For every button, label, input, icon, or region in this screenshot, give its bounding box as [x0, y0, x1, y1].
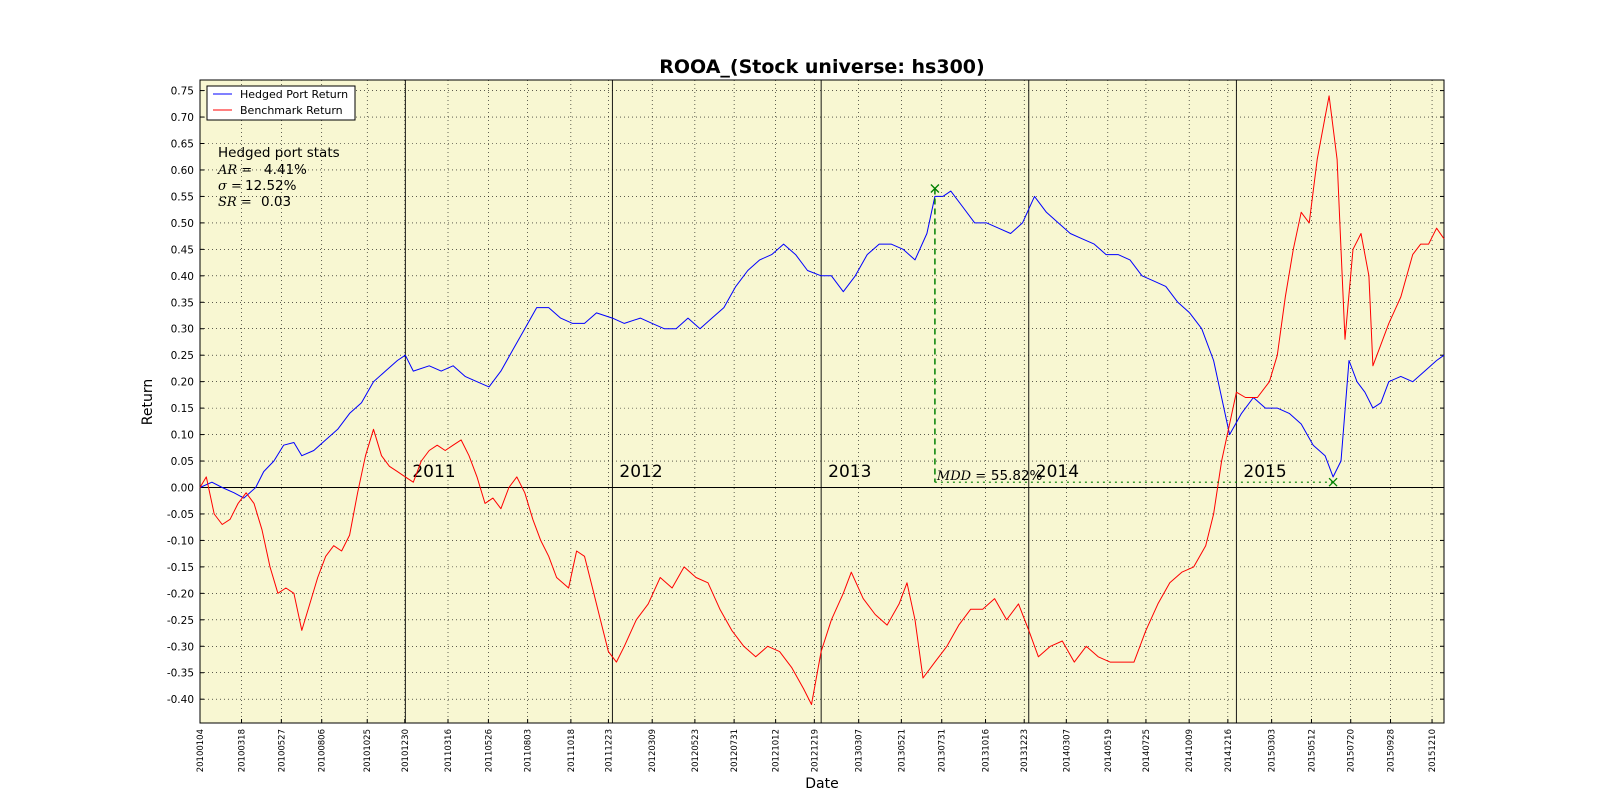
year-label: 2013 — [828, 462, 871, 482]
x-tick-label: 20110526 — [484, 729, 494, 772]
y-tick-label: 0.25 — [171, 350, 194, 362]
x-tick-label: 20101230 — [401, 729, 411, 772]
x-tick-label: 20100318 — [238, 729, 248, 772]
x-tick-label: 20100806 — [318, 729, 328, 772]
y-tick-label: 0.60 — [171, 165, 194, 177]
x-tick-label: 20111223 — [604, 729, 614, 772]
series-line-benchmark-return — [199, 95, 1445, 705]
y-axis: 0.75 0.70 0.65 0.60 0.55 0.50 0.45 0.40 0.35 0.30… — [167, 86, 1444, 706]
y-tick-label: 0.05 — [171, 456, 194, 468]
legend-label-benchmark: Benchmark Return — [240, 104, 343, 117]
x-tick-label: 20140519 — [1104, 729, 1114, 772]
y-tick-label: 0.10 — [171, 430, 194, 442]
year-label: 2012 — [619, 462, 662, 482]
year-label: 2014 — [1036, 462, 1079, 482]
x-tick-label: 20141009 — [1185, 729, 1195, 772]
x-tick-label: 20101025 — [363, 729, 373, 772]
x-tick-label: 20140725 — [1142, 729, 1152, 772]
x-tick-label: 20120731 — [730, 729, 740, 772]
x-tick-label: 20110803 — [524, 729, 534, 772]
mdd-annotation: MDD = 55.82% — [930, 184, 1338, 487]
y-tick-label: 0.70 — [171, 112, 194, 124]
y-tick-label: 0.40 — [171, 271, 194, 283]
y-tick-label: 0.35 — [171, 297, 194, 309]
x-tick-label: 20150512 — [1307, 729, 1317, 772]
x-tick-label: 20150928 — [1387, 729, 1397, 772]
y-tick-label: -0.20 — [167, 588, 194, 600]
x-tick-label: 20111018 — [567, 729, 577, 772]
mdd-peak-marker — [930, 184, 940, 193]
stats-heading: Hedged port stats — [218, 145, 340, 161]
y-tick-label: 0.15 — [171, 403, 194, 415]
x-axis: 20100104 20100318 20100527 20100806 20101025… — [196, 719, 1438, 772]
x-tick-label: 20131223 — [1020, 729, 1030, 772]
x-tick-label: 20141216 — [1224, 729, 1234, 772]
x-tick-label: 20130521 — [897, 729, 907, 772]
x-tick-label: 20130731 — [938, 729, 948, 772]
y-tick-label: -0.35 — [167, 668, 194, 680]
x-tick-label: 20150303 — [1268, 729, 1278, 772]
chart-title: ROOA_(Stock universe: hs300) — [659, 56, 984, 78]
x-tick-label: 20151210 — [1428, 729, 1438, 772]
y-tick-label: -0.05 — [167, 509, 194, 521]
y-tick-label: -0.25 — [167, 615, 194, 627]
x-tick-label: 20140307 — [1062, 729, 1072, 772]
y-tick-label: -0.30 — [167, 641, 194, 653]
legend-label-hedged: Hedged Port Return — [240, 88, 348, 101]
y-axis-label: Return — [140, 379, 156, 425]
y-tick-label: -0.15 — [167, 562, 194, 574]
y-tick-label: 0.50 — [171, 218, 194, 230]
y-tick-label: 0.30 — [171, 324, 194, 336]
x-tick-label: 20120309 — [648, 729, 658, 772]
stats-ar-value: 4.41% — [264, 162, 307, 178]
stats-ar-label: AR = — [217, 163, 252, 178]
y-tick-label: 0.45 — [171, 244, 194, 256]
stats-sr-value: 0.03 — [261, 194, 291, 210]
mdd-trough-marker — [1328, 477, 1338, 487]
x-tick-label: 20121012 — [772, 729, 782, 772]
stats-annotation: Hedged port stats AR = 4.41% σ = 12.52% … — [217, 145, 340, 210]
year-label: 2011 — [412, 462, 455, 482]
y-tick-label: 0.55 — [171, 191, 194, 203]
x-tick-label: 20100527 — [277, 729, 287, 772]
stats-sigma-value: 12.52% — [245, 178, 297, 194]
year-dividers: 2011 2012 2013 2014 2015 — [404, 80, 1287, 723]
y-tick-label: -0.10 — [167, 535, 194, 547]
y-tick-label: 0.75 — [171, 86, 194, 98]
x-tick-label: 20130307 — [855, 729, 865, 772]
series — [199, 95, 1445, 705]
y-tick-label: -0.40 — [167, 694, 194, 706]
x-tick-label: 20150720 — [1347, 729, 1357, 772]
series-line-hedged-port-return — [199, 190, 1445, 499]
mdd-value: 55.82% — [991, 468, 1043, 484]
y-tick-label: 0.65 — [171, 139, 194, 151]
x-tick-label: 20110316 — [444, 729, 454, 772]
year-label: 2015 — [1243, 462, 1286, 482]
x-axis-label: Date — [805, 776, 838, 792]
x-tick-label: 20121219 — [810, 729, 820, 772]
x-tick-label: 20100104 — [196, 729, 206, 772]
x-tick-label: 20120523 — [691, 729, 701, 772]
stats-sr-label: SR = — [218, 195, 252, 210]
mdd-label: MDD = — [936, 469, 986, 484]
y-tick-label: 0.20 — [171, 377, 194, 389]
x-tick-label: 20131016 — [982, 729, 992, 772]
legend: Hedged Port Return Benchmark Return — [206, 85, 356, 121]
y-tick-label: 0.00 — [171, 482, 194, 494]
stats-sigma-label: σ = — [218, 179, 242, 194]
